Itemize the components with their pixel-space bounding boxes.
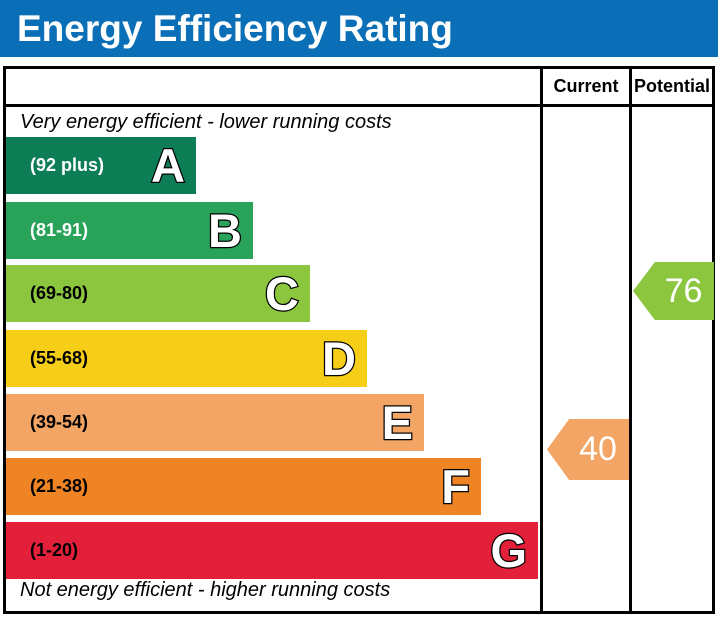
current-value: 40 — [579, 430, 617, 468]
current-arrow: 40 — [547, 419, 629, 480]
band-row-d: (55-68) D — [6, 330, 367, 387]
bottom-note: Not energy efficient - higher running co… — [20, 579, 391, 601]
band-row-g: (1-20) G — [6, 522, 538, 579]
band-range-label: (55-68) — [30, 348, 89, 368]
page-title: Energy Efficiency Rating — [17, 7, 453, 49]
potential-value: 76 — [664, 271, 703, 310]
potential-arrow: 76 — [633, 262, 714, 320]
rating-table: Current Potential Very energy efficient … — [3, 66, 715, 614]
band-range-label: (92 plus) — [30, 155, 105, 175]
band-letter: E — [380, 396, 414, 449]
band-range-label: (81-91) — [30, 220, 89, 240]
band-row-b: (81-91) B — [6, 202, 253, 259]
column-divider — [629, 69, 632, 611]
band-range-label: (1-20) — [30, 540, 79, 560]
band-letter: A — [150, 139, 186, 192]
band-range-label: (39-54) — [30, 412, 89, 432]
band-letter: B — [207, 204, 243, 257]
band-row-c: (69-80) C — [6, 265, 310, 322]
column-header-current: Current — [553, 76, 619, 96]
header-divider — [6, 104, 712, 107]
title-bar: Energy Efficiency Rating — [0, 0, 718, 57]
band-row-a: (92 plus) A — [6, 137, 196, 194]
column-divider — [540, 69, 543, 611]
band-row-f: (21-38) F — [6, 458, 481, 515]
top-note: Very energy efficient - lower running co… — [20, 111, 392, 133]
band-letter: G — [489, 524, 528, 577]
band-letter: D — [321, 332, 357, 385]
column-header-potential: Potential — [633, 76, 710, 96]
band-letter: F — [440, 460, 471, 513]
band-range-label: (21-38) — [30, 476, 89, 496]
band-range-label: (69-80) — [30, 283, 89, 303]
band-letter: C — [264, 267, 300, 320]
band-row-e: (39-54) E — [6, 394, 424, 451]
